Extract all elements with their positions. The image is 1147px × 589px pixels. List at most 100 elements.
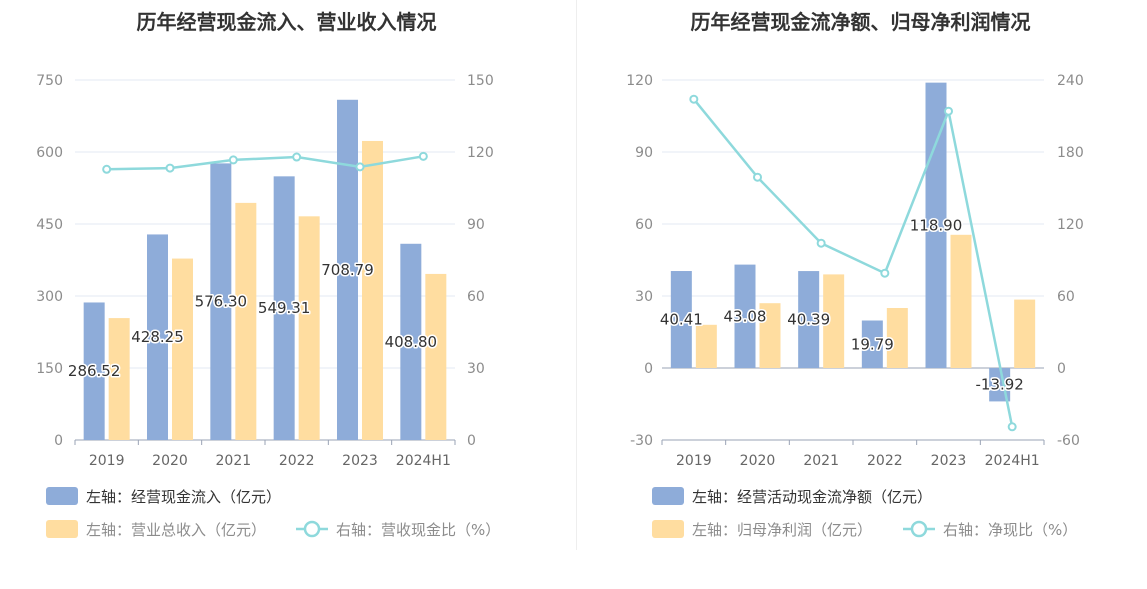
data-label: 549.31 [258,299,311,317]
legend-label: 左轴：经营现金流入（亿元） [86,488,281,506]
x-axis-tick-label: 2021 [216,453,252,469]
bar-primary [861,320,883,368]
bar-primary [734,264,756,368]
bar-secondary [886,308,908,368]
ratio-point [753,172,762,182]
x-axis-tick-label: 2019 [676,453,712,469]
legend-label: 右轴：营收现金比（%） [336,521,500,539]
ratio-point [165,163,175,173]
ratio-point [944,106,953,116]
chart-title: 历年经营现金流入、营业收入情况 [136,10,437,34]
panel-divider [576,0,577,550]
left-axis-tick-label: 150 [36,361,63,377]
left-axis-tick-label: 300 [36,289,63,305]
right-axis-tick-label: -60 [1057,433,1080,449]
x-axis-tick-label: 2023 [931,453,967,469]
right-axis-tick-label: 60 [1057,289,1075,305]
right-axis-tick-label: 180 [1057,145,1084,161]
left-axis-tick-label: 120 [626,73,653,89]
chart-title: 历年经营现金流净额、归母净利润情况 [690,10,1031,34]
legend-marker-icon [303,520,321,538]
x-axis-tick-label: 2020 [740,453,776,469]
data-label: 576.30 [195,293,248,311]
left-axis-tick-label: 60 [635,217,653,233]
data-label: 43.08 [724,307,767,325]
data-label: 708.79 [321,261,374,279]
x-axis-tick-label: 2022 [867,453,903,469]
bar-secondary [823,274,845,368]
left-axis-tick-label: 30 [635,289,653,305]
right-axis-tick-label: 150 [467,73,494,89]
x-axis-tick-label: 2024H1 [396,453,451,469]
data-label: 40.41 [660,311,703,329]
bar-secondary [759,303,781,368]
left-axis-tick-label: -30 [630,433,653,449]
ratio-line [106,155,424,171]
ratio-point [816,238,826,248]
legend-item[interactable]: 左轴：经营现金流入（亿元） [46,487,281,506]
ratio-point [880,268,890,278]
bar-primary [147,234,168,440]
x-axis-tick-label: 2023 [342,453,378,469]
data-label: 118.90 [910,216,963,234]
chart-panel-left: 历年经营现金流入、营业收入情况 0 150 300 450 600 750 0 30 60 90 1… [0,0,573,589]
right-axis-tick-label: 120 [1057,217,1084,233]
left-axis-tick-label: 450 [36,217,63,233]
right-axis-tick-label: 90 [467,217,485,233]
data-label: 428.25 [131,328,184,346]
legend-item[interactable]: 右轴：营收现金比（%） [296,520,500,539]
ratio-line [692,98,1014,428]
left-axis-tick-label: 90 [635,145,653,161]
legend-swatch [652,487,684,505]
legend-swatch [46,520,78,538]
ratio-point [418,151,428,161]
chart-panel-right: 历年经营现金流净额、归母净利润情况 -30 0 30 60 90 120 -60 0 60 120… [574,0,1147,589]
legend-item[interactable]: 左轴：归母净利润（亿元） [652,520,872,539]
legend-label: 右轴：净现比（%） [943,521,1077,539]
left-axis-tick-label: 0 [644,361,653,377]
legend-swatch [46,487,78,505]
chart-canvas-right: -30 0 30 60 90 120 -60 0 60 120 180 240 2019 2020 2021… [626,73,1084,539]
legend-label: 左轴：营业总收入（亿元） [86,521,266,539]
bar-secondary [362,140,383,440]
bar-primary [400,243,422,440]
right-axis-tick-label: 0 [467,433,476,449]
right-axis-tick-label: 0 [1057,361,1066,377]
legend-item[interactable]: 左轴：营业总收入（亿元） [46,520,266,539]
bar-secondary [950,234,972,368]
right-axis-tick-label: 30 [467,361,485,377]
bar-secondary [425,273,447,440]
ratio-point [292,152,302,162]
ratio-point [355,162,365,172]
legend-label: 左轴：经营活动现金流净额（亿元） [692,488,932,506]
x-axis-tick-label: 2024H1 [985,453,1040,469]
right-axis-tick-label: 120 [467,145,494,161]
bar-secondary [1014,299,1036,368]
chart-canvas-left: 0 150 300 450 600 750 0 30 60 90 120 150 2019 2020 202… [36,73,500,539]
bar-primary [798,271,820,368]
bar-secondary [695,324,717,368]
ratio-point [228,155,238,165]
bar-primary [337,99,358,441]
ratio-point [689,94,699,104]
bar-primary [210,163,232,440]
legend-item[interactable]: 右轴：净现比（%） [903,520,1077,539]
data-label: 19.79 [851,335,894,353]
ratio-point [1007,422,1017,432]
legend-item[interactable]: 左轴：经营活动现金流净额（亿元） [652,487,932,506]
legend-label: 左轴：归母净利润（亿元） [692,521,872,539]
data-label: 40.39 [787,311,830,329]
x-axis-tick-label: 2019 [89,453,125,469]
right-axis-tick-label: 60 [467,289,485,305]
bar-secondary [298,216,320,440]
bar-primary [273,176,295,440]
left-axis-tick-label: 600 [36,145,63,161]
bar-primary [83,302,105,440]
x-axis-tick-label: 2022 [279,453,315,469]
bar-secondary [235,202,257,440]
data-label: -13.92 [975,375,1023,393]
data-label: 286.52 [68,362,121,380]
data-label: 408.80 [385,333,438,351]
right-axis-tick-label: 240 [1057,73,1084,89]
legend-marker-icon [910,520,928,538]
